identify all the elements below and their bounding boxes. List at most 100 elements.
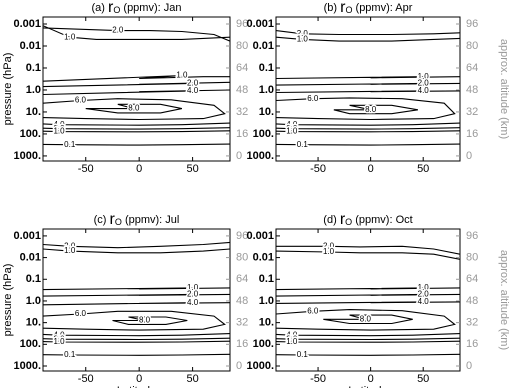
contour-label: 8.0 <box>128 104 140 113</box>
contour-line <box>276 245 460 255</box>
contour-label: 6.0 <box>307 94 319 103</box>
contour-label: 0.1 <box>297 140 309 149</box>
contour-line <box>43 89 230 96</box>
contour-line <box>43 310 226 331</box>
title-part: (d) <box>323 214 336 226</box>
y2-tick-label: 96 <box>466 18 478 30</box>
y-tick-label: 1.0 <box>259 295 274 307</box>
x-tick-label: 0 <box>368 373 374 385</box>
contour-line <box>276 30 460 36</box>
contour-label: 1.0 <box>53 127 65 136</box>
contour-line <box>43 25 230 40</box>
y2-tick-label: 80 <box>466 251 478 263</box>
y-tick-label: 0.01 <box>253 251 274 263</box>
x-axis-label: Latitude <box>117 385 156 388</box>
panel-title: (d) rO (ppmv): Oct <box>323 211 412 229</box>
y2-axis-label: approx. altitude (km) <box>498 250 510 350</box>
contour-label: 4.0 <box>53 120 65 129</box>
contour-label: 4.0 <box>286 120 298 129</box>
contour-label: 2.0 <box>418 290 430 299</box>
contour-line <box>276 333 460 337</box>
y2-tick-label: 16 <box>236 338 248 350</box>
plot-frame <box>275 228 461 372</box>
contour-line <box>276 293 460 297</box>
x-tick-label: -50 <box>310 373 326 385</box>
y-tick-label: 10. <box>26 317 41 329</box>
contour-line <box>43 143 230 146</box>
y-tick-label: 1.0 <box>26 295 41 307</box>
y2-tick-label: 16 <box>466 338 478 350</box>
y2-tick-label: 32 <box>466 106 478 118</box>
y-tick-label: 10. <box>259 106 274 118</box>
contour-label: 4.0 <box>53 330 65 339</box>
contour-label: 2.0 <box>323 241 335 250</box>
title-part: (b) <box>324 2 337 14</box>
y-tick-label: 0.001 <box>246 230 274 242</box>
title-part: (c) <box>94 214 107 226</box>
contour-line <box>276 340 460 343</box>
panel: (b) rO (ppmv): Apr 0.001 0.01 0.1 1.0 10. 100.… <box>246 0 510 175</box>
title-part: (ppmv): <box>356 2 393 14</box>
y-tick-label: 100. <box>253 338 274 350</box>
y2-tick-label: 64 <box>236 273 248 285</box>
contour-label: 4.0 <box>286 330 298 339</box>
contour-line <box>276 309 456 331</box>
contour-label: 2.0 <box>297 29 309 38</box>
contour-line <box>43 27 230 42</box>
y-tick-label: 0.01 <box>20 40 41 52</box>
contour-line <box>43 127 230 130</box>
contour-label: 6.0 <box>75 96 87 105</box>
contour-line <box>43 293 230 297</box>
contour-label: 2.0 <box>64 241 76 250</box>
contour-label: 1.0 <box>286 337 298 346</box>
contour-line <box>43 353 230 356</box>
contour-label: 1.0 <box>286 127 298 136</box>
y-tick-label: 10. <box>259 317 274 329</box>
contour-line <box>43 287 230 291</box>
contour-line <box>43 241 230 249</box>
contour-label: 8.0 <box>365 105 377 114</box>
plot-frame <box>42 16 231 162</box>
contour-label: 0.1 <box>64 350 76 359</box>
y2-tick-label: 80 <box>236 40 248 52</box>
contour-label: 6.0 <box>307 306 319 315</box>
contour-label: 1.0 <box>187 283 199 292</box>
contour-label: 1.0 <box>64 32 76 41</box>
y2-tick-label: 0 <box>466 360 472 372</box>
y2-tick-label: 0 <box>236 150 242 162</box>
y2-tick-label: 64 <box>236 62 248 74</box>
title-part: Jul <box>165 214 179 226</box>
contour-line <box>276 36 460 42</box>
title-part: r <box>340 211 346 228</box>
contour-line <box>43 81 230 88</box>
y-tick-label: 0.1 <box>259 273 274 285</box>
contour-line <box>276 301 460 304</box>
y2-tick-label: 64 <box>466 273 478 285</box>
x-tick-label: -50 <box>78 163 94 175</box>
y2-tick-label: 0 <box>236 360 242 372</box>
contour-label: 8.0 <box>360 314 372 323</box>
y2-tick-label: 96 <box>466 230 478 242</box>
contour-line <box>276 143 460 146</box>
contour-line <box>43 337 230 341</box>
y-axis-label: pressure (hPa) <box>2 264 14 337</box>
contour-label: 1.0 <box>176 71 188 80</box>
title-part: O <box>115 217 122 227</box>
contour-line <box>43 333 230 337</box>
x-axis-label: Latitude <box>348 385 387 388</box>
y2-tick-label: 80 <box>466 40 478 52</box>
y-tick-label: 1000. <box>246 360 274 372</box>
panel-title: (c) rO (ppmv): Jul <box>94 211 180 229</box>
contour-line <box>333 104 418 115</box>
y-tick-label: 1000. <box>13 360 41 372</box>
contour-label: 4.0 <box>187 86 199 95</box>
panel-title: (b) rO (ppmv): Apr <box>324 0 413 17</box>
contour-label: 1.0 <box>53 337 65 346</box>
title-part: O <box>345 5 352 15</box>
x-tick-label: -50 <box>310 163 326 175</box>
x-tick-label: 50 <box>417 163 429 175</box>
contour-line <box>112 316 188 325</box>
y-tick-label: 1.0 <box>26 84 41 96</box>
y-tick-label: 1000. <box>246 150 274 162</box>
